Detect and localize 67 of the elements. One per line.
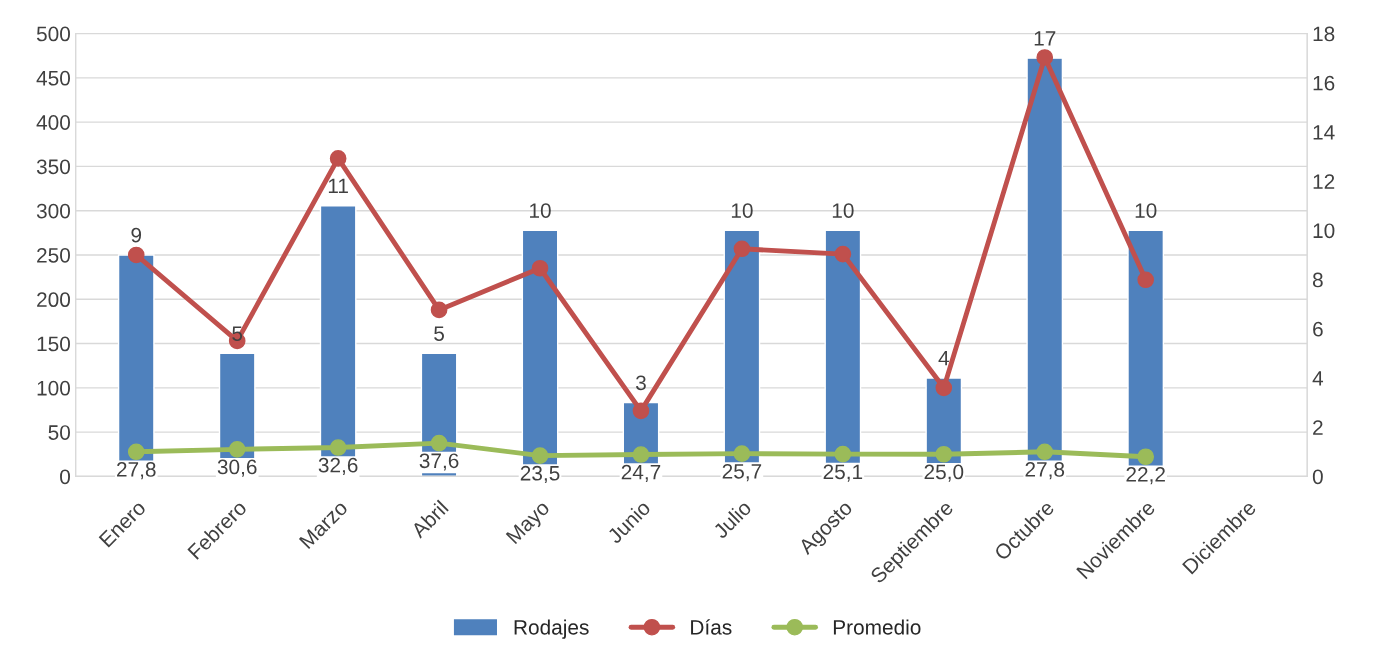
data-label: 4 [938, 351, 949, 366]
y2-tick-label: 0 [1312, 469, 1323, 485]
data-label: 37,6 [419, 453, 459, 471]
y2-tick-label: 18 [1313, 26, 1335, 42]
y-tick-label: 150 [37, 336, 71, 352]
y-tick-label: 300 [36, 203, 71, 219]
data-label: 10 [832, 203, 854, 218]
point [935, 379, 953, 397]
y2-tick-label: 14 [1313, 125, 1335, 140]
legend-label: Rodajes [514, 619, 589, 639]
point [329, 150, 347, 167]
data-label: 24,7 [621, 464, 661, 483]
x-tick-label: Julio [711, 499, 753, 540]
point [127, 246, 145, 264]
point [935, 445, 953, 463]
data-label: 10 [1135, 203, 1157, 218]
y-tick-label: 100 [37, 380, 71, 396]
point [1137, 271, 1155, 289]
data-label: 25,7 [722, 463, 762, 482]
point [127, 443, 145, 461]
point [531, 259, 549, 277]
y-tick-label: 0 [60, 469, 71, 485]
y-tick-label: 500 [36, 26, 71, 42]
point [228, 440, 246, 458]
point [1036, 49, 1054, 66]
y2-tick-label: 12 [1313, 174, 1335, 189]
y2-tick-label: 6 [1313, 321, 1323, 337]
y-tick-label: 450 [36, 70, 71, 86]
point [834, 445, 852, 463]
y2-tick-label: 8 [1312, 272, 1323, 288]
point [430, 434, 448, 452]
y-tick-label: 50 [48, 425, 71, 440]
data-label: 27,8 [1025, 462, 1065, 480]
y2-tick-label: 4 [1312, 371, 1324, 386]
data-label: 30,6 [217, 459, 257, 477]
point [329, 439, 347, 456]
point [632, 446, 650, 463]
y-tick-label: 250 [37, 247, 71, 263]
data-label: 32,6 [318, 457, 358, 476]
legend-label: Días [691, 619, 732, 635]
point [430, 301, 448, 319]
data-label: 17 [1034, 31, 1056, 46]
point [733, 240, 751, 258]
y2-tick-label: 16 [1313, 75, 1335, 91]
y-tick-label: 400 [36, 115, 71, 130]
point [1036, 443, 1054, 461]
data-label: 25,0 [924, 464, 964, 482]
y2-tick-label: 10 [1313, 223, 1335, 239]
point [1137, 448, 1155, 466]
point [834, 245, 852, 263]
data-label: 22,2 [1126, 467, 1165, 485]
data-label: 9 [131, 227, 142, 243]
data-label: 25,1 [823, 464, 863, 482]
point [531, 447, 549, 464]
data-label: 11 [328, 178, 348, 194]
legend-label: Promedio [833, 619, 921, 635]
data-label: 10 [731, 203, 753, 218]
data-label: 10 [530, 203, 551, 218]
data-label: 5 [434, 326, 444, 341]
data-label: 3 [635, 375, 646, 391]
data-label: 23,5 [520, 465, 560, 484]
point [632, 402, 650, 420]
y-tick-label: 200 [37, 292, 71, 308]
y-tick-label: 350 [36, 159, 71, 175]
point [733, 445, 751, 462]
y2-tick-label: 2 [1313, 420, 1323, 435]
data-label: 27,8 [117, 462, 156, 480]
